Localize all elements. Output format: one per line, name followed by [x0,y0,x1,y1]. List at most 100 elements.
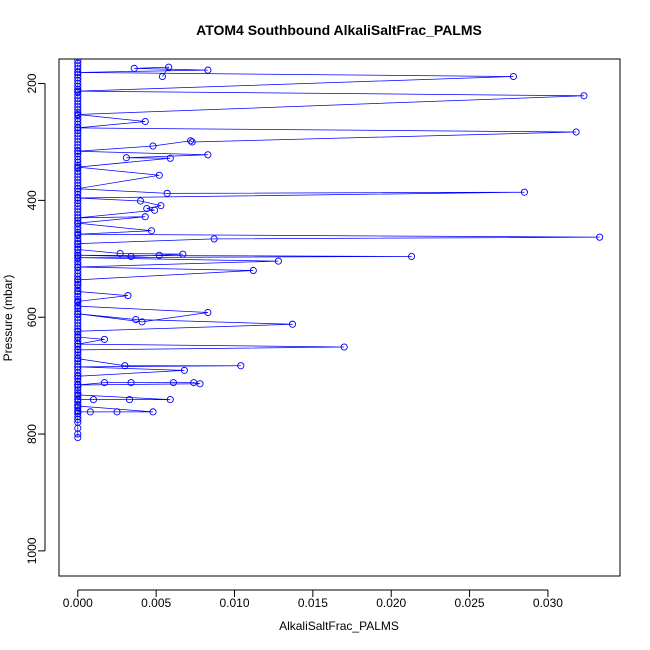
data-point [165,63,173,71]
data-point [74,391,82,399]
data-point [157,202,165,210]
data-point [204,151,212,159]
data-point [188,138,196,146]
x-tick-label: 0.020 [376,596,406,610]
data-point [74,219,82,227]
data-point [74,194,82,202]
data-point [141,213,149,221]
data-point [74,302,82,310]
data-point [151,206,159,214]
data-point [74,87,82,95]
y-tick-label: 400 [25,190,39,210]
data-point [74,124,82,132]
data-point [74,110,82,119]
data-point [340,343,348,351]
data-point [74,297,82,305]
data-point [74,310,82,318]
data-point [274,257,282,265]
data-point [74,381,82,389]
data-point [127,379,135,387]
data-point [74,68,82,76]
data-point [74,59,82,67]
data-point [74,276,82,284]
data-point [125,396,134,404]
data-point [141,117,149,126]
data-point [408,252,416,261]
data-point [100,379,108,387]
plot-area [74,59,604,442]
data-point [116,249,124,258]
data-point [86,408,94,416]
data-point [74,433,82,442]
data-point [572,128,580,136]
x-axis: 0.000 0.005 0.010 0.015 0.020 0.025 0.030 [63,589,563,610]
data-point [74,327,82,335]
x-tick-label: 0.010 [219,596,249,610]
plot-frame [58,58,621,577]
data-point [132,315,140,324]
data-point [288,320,297,328]
x-tick-label: 0.030 [533,596,563,610]
data-point [89,396,98,404]
data-point [163,189,171,197]
y-tick-label: 800 [25,424,39,444]
data-point [138,318,146,326]
data-point [520,188,528,196]
data-point [74,59,82,64]
x-axis-label: AlkaliSaltFrac_PALMS [279,619,399,633]
data-point [124,292,132,300]
data-point [74,280,82,289]
data-point [122,154,130,162]
data-point [158,72,166,81]
data-point [210,235,218,243]
data-point [580,92,588,100]
data-point [169,379,177,387]
data-point [74,163,82,171]
y-tick-label: 600 [25,307,39,327]
data-point [74,372,82,380]
data-point [121,362,129,370]
series-1 [74,63,604,416]
data-point [74,185,82,193]
data-point [113,408,121,416]
x-tick-label: 0.015 [298,596,328,610]
data-point [187,137,195,145]
data-point [74,240,82,248]
data-point [74,214,82,222]
data-point [509,72,517,81]
data-point [166,396,174,404]
data-point [74,396,82,404]
data-point [74,263,82,271]
data-point [155,251,163,259]
data-point [166,154,174,162]
data-point [74,355,82,363]
data-point [100,335,108,343]
data-point [249,266,257,275]
data-point [74,340,82,348]
data-point [204,66,212,74]
data-point [130,64,138,72]
data-point [74,147,82,155]
data-point [179,250,187,258]
data-point [596,233,604,241]
data-point [180,366,188,374]
y-tick-label: 1000 [25,537,39,564]
data-point [237,362,245,370]
x-tick-label: 0.000 [63,596,93,610]
data-point [74,363,82,371]
data-point [147,227,156,235]
data-point [204,308,212,317]
x-tick-label: 0.005 [141,596,171,610]
data-point [149,408,157,416]
chart-title: ATOM4 Southbound AlkaliSaltFrac_PALMS [196,22,482,38]
data-point [74,287,82,296]
data-point [149,142,157,150]
y-axis: 200 400 600 800 1000 [25,73,46,564]
data-point [196,380,204,388]
x-tick-label: 0.025 [455,596,485,610]
y-tick-label: 200 [25,73,39,93]
data-point [143,204,151,213]
data-point [155,171,163,179]
